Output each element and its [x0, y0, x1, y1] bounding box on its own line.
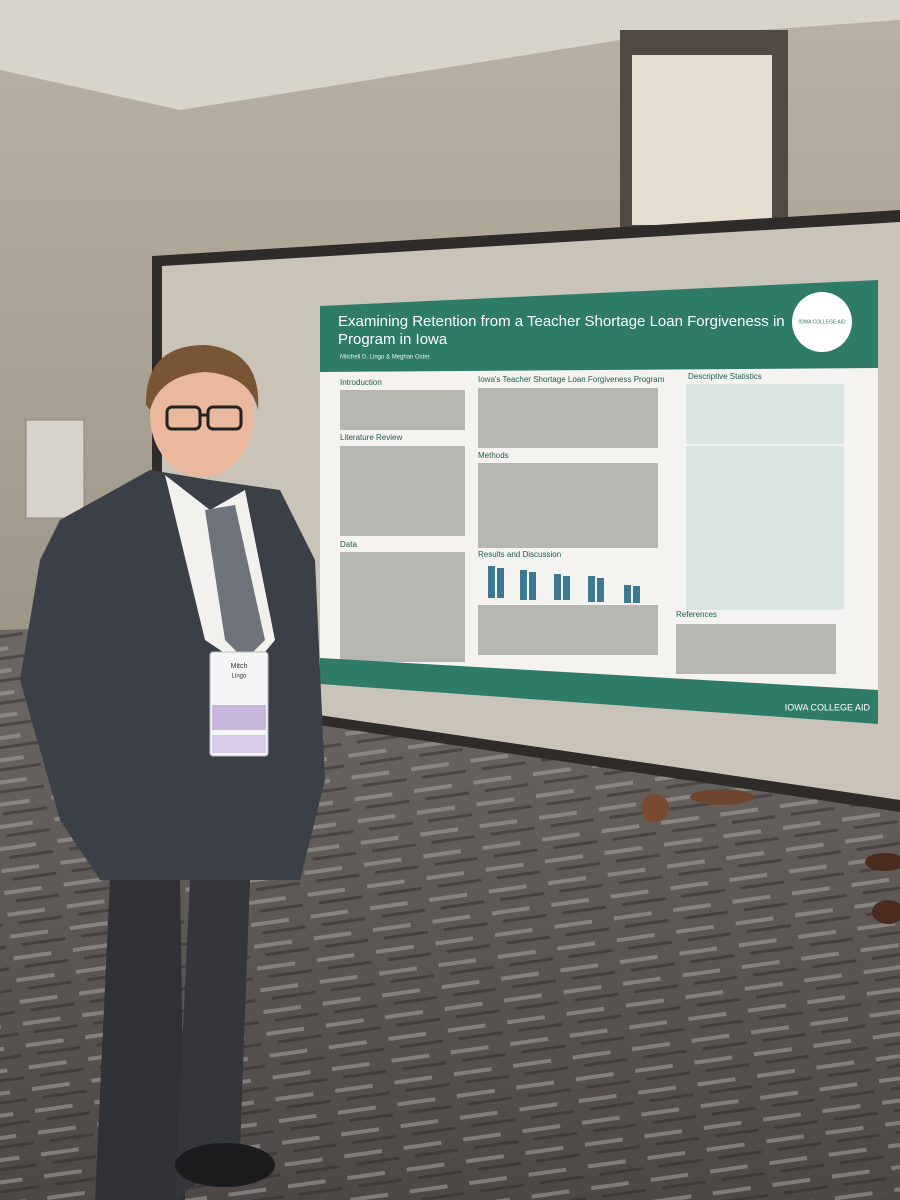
text-blocks	[340, 388, 836, 674]
logo-text: IOWA COLLEGE AID	[798, 319, 846, 325]
poster-title: Program in Iowa	[338, 331, 448, 348]
section-heading: Descriptive Statistics	[688, 372, 762, 381]
section-heading: Data	[340, 540, 357, 549]
wall-sign	[25, 419, 85, 519]
badge-art	[212, 705, 266, 730]
logo-circle	[792, 292, 852, 352]
section-heading: Introduction	[340, 378, 382, 387]
shoe	[641, 794, 669, 822]
ceiling	[0, 0, 900, 110]
shoe	[690, 789, 754, 805]
badge-last-name: Lingo	[232, 674, 247, 680]
section-heading: Methods	[478, 451, 509, 460]
badge-ribbon	[212, 735, 266, 753]
section-heading: Iowa's Teacher Shortage Loan Forgiveness…	[478, 375, 665, 384]
section-heading: References	[676, 610, 717, 619]
shoe	[865, 853, 900, 871]
poster-footer-text: IOWA COLLEGE AID	[785, 702, 871, 712]
stats-table	[686, 384, 844, 444]
person	[20, 345, 325, 1200]
column-panel	[632, 55, 772, 225]
section-heading: Results and Discussion	[478, 550, 561, 559]
poster-title: Examining Retention from a Teacher Short…	[338, 313, 785, 330]
section-heading: Literature Review	[340, 433, 402, 442]
stats-table	[686, 446, 844, 610]
badge-first-name: Mitch	[231, 663, 248, 670]
shoe	[872, 900, 900, 924]
bar-chart	[488, 566, 640, 603]
poster-authors: Mitchell D. Lingo & Meghan Oster	[340, 355, 430, 361]
poster-footer	[320, 658, 878, 724]
poster-header	[320, 280, 878, 372]
